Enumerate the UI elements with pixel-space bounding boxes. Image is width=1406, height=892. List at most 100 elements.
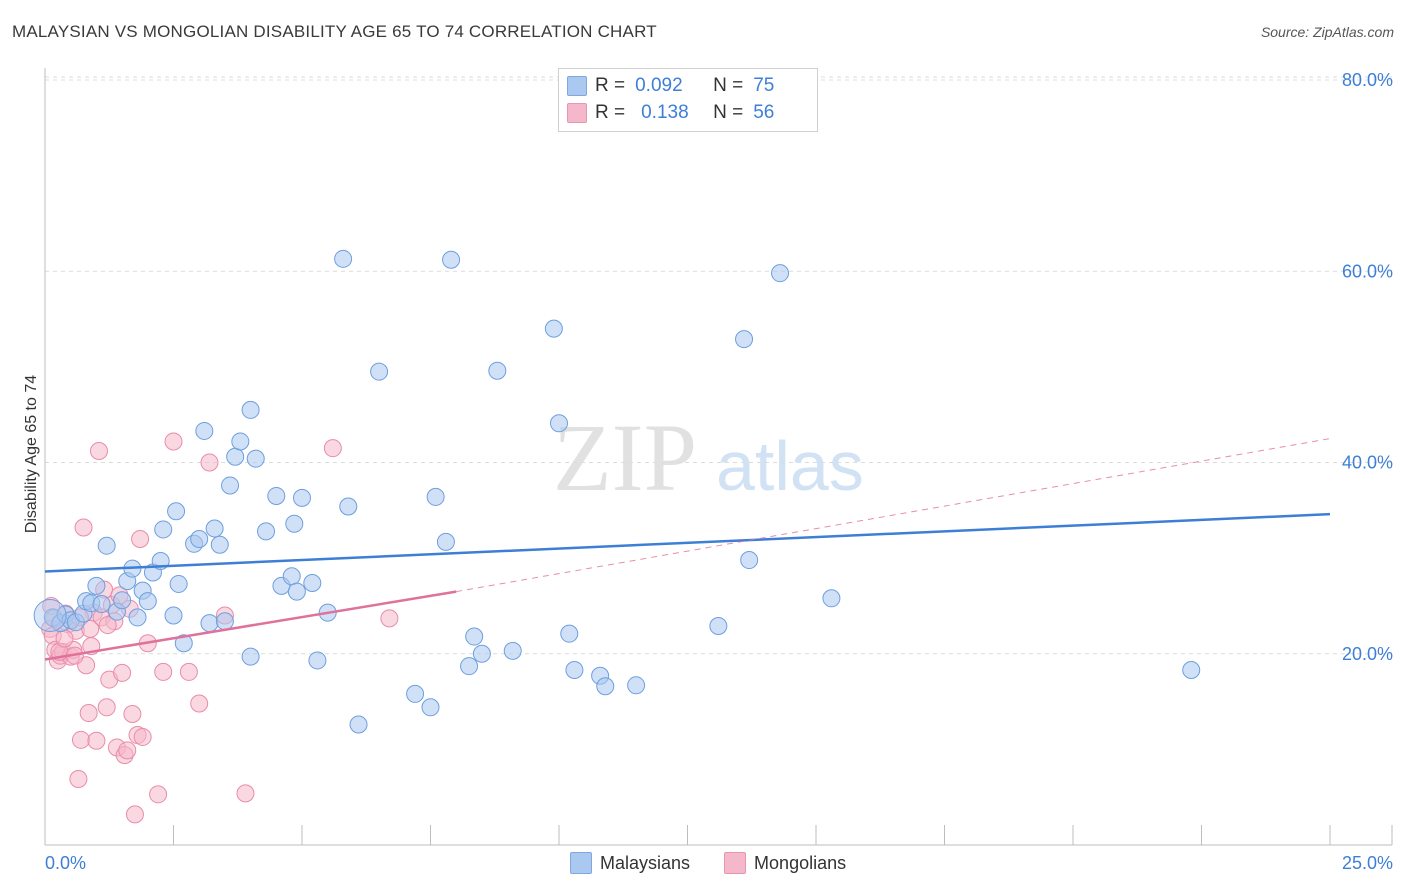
malaysians-point xyxy=(308,651,327,670)
malaysians-point xyxy=(550,414,568,433)
mongolians-point xyxy=(97,698,116,717)
x-tick-label: 0.0% xyxy=(45,853,86,873)
swatch-mongolians xyxy=(567,103,587,123)
malaysians-point xyxy=(709,617,728,636)
malaysians-point xyxy=(303,573,322,592)
malaysians-point xyxy=(282,567,301,586)
malaysians-point xyxy=(349,715,368,734)
malaysians-point xyxy=(339,497,358,516)
malaysians-point xyxy=(285,514,304,533)
malaysians-point xyxy=(565,661,584,680)
swatch-malaysians xyxy=(567,76,587,96)
chart-title: MALAYSIAN VS MONGOLIAN DISABILITY AGE 65… xyxy=(12,22,657,41)
malaysians-point xyxy=(200,614,219,633)
mongolians-point xyxy=(154,662,173,681)
mongolians-point xyxy=(123,704,142,723)
mongolians-point xyxy=(55,629,74,648)
watermark-zip: ZIP xyxy=(553,404,697,511)
trendline-mongolians xyxy=(456,438,1331,593)
mongolians-point xyxy=(133,727,152,746)
malaysians-point xyxy=(257,522,276,541)
y-tick-label: 40.0% xyxy=(1342,453,1393,473)
legend-item-malaysians: Malaysians xyxy=(570,852,690,874)
r-label: R = xyxy=(595,102,626,123)
stats-legend: R = 0.092 N = 75 R = 0.138 N = 56 xyxy=(558,68,818,132)
y-tick-label: 80.0% xyxy=(1342,70,1393,90)
series-legend: Malaysians Mongolians xyxy=(570,852,846,874)
mongolians-point xyxy=(380,609,399,628)
grid-lines xyxy=(45,76,1392,655)
malaysians-point xyxy=(334,249,353,268)
mongolians-point xyxy=(179,662,198,681)
malaysians-point xyxy=(241,647,260,666)
watermark: ZIP atlas xyxy=(553,404,864,511)
malaysians-point xyxy=(436,532,455,551)
legend-swatch-mongolians xyxy=(724,852,747,874)
malaysians-point xyxy=(97,536,116,555)
malaysians-point xyxy=(627,676,646,695)
source-label: Source: ZipAtlas.com xyxy=(1260,24,1394,40)
mongolians-point xyxy=(89,442,108,461)
legend-swatch-malaysians xyxy=(570,852,592,874)
trend-lines xyxy=(44,438,1331,661)
mongolians-point xyxy=(236,784,255,803)
malaysians-point xyxy=(138,592,157,611)
malaysians-point xyxy=(560,624,579,643)
malaysians-point xyxy=(503,641,522,660)
malaysians-point xyxy=(246,449,265,468)
malaysians-point xyxy=(267,486,286,505)
malaysians-point xyxy=(421,698,440,717)
malaysians-point xyxy=(488,361,507,380)
trendline-mongolians xyxy=(44,590,457,661)
trendline-malaysians xyxy=(44,512,1331,573)
malaysians-point xyxy=(771,264,790,283)
r-label: R = xyxy=(595,75,626,96)
malaysians-point xyxy=(231,432,250,451)
n-value: 75 xyxy=(753,75,775,96)
malaysians-point xyxy=(205,519,224,538)
mongolians-point xyxy=(190,694,209,713)
malaysians-point xyxy=(154,520,173,539)
axes xyxy=(44,68,1393,846)
malaysians-point xyxy=(544,319,563,338)
malaysians-point xyxy=(426,487,445,506)
mongolians-point xyxy=(74,518,93,537)
tick-labels: 20.0% 40.0% 60.0% 80.0% 0.0% 25.0% xyxy=(45,70,1393,873)
malaysians-point xyxy=(460,657,479,676)
malaysians-point xyxy=(370,362,389,381)
watermark-atlas: atlas xyxy=(716,427,864,505)
malaysians-point xyxy=(169,574,188,593)
x-tick-label: 25.0% xyxy=(1342,853,1393,873)
malaysians-point xyxy=(174,634,193,653)
malaysians-point xyxy=(195,421,214,440)
mongolians-point xyxy=(69,770,88,789)
mongolians-point xyxy=(125,805,144,824)
malaysians-point xyxy=(113,591,132,610)
malaysians-point xyxy=(472,644,491,663)
malaysians-point xyxy=(92,595,111,614)
malaysians-point xyxy=(442,250,461,269)
malaysians-point xyxy=(241,400,260,419)
mongolians-point xyxy=(323,439,342,458)
legend-item-mongolians: Mongolians xyxy=(724,852,846,874)
legend-label-malaysians: Malaysians xyxy=(600,852,691,873)
n-label: N = xyxy=(713,75,744,96)
malaysians-point xyxy=(221,476,240,495)
stats-row-malaysians: R = 0.092 N = 75 xyxy=(567,75,775,97)
mongolians-point xyxy=(113,663,132,682)
stats-row-mongolians: R = 0.138 N = 56 xyxy=(567,102,774,124)
malaysians-points xyxy=(33,249,1201,734)
malaysians-point xyxy=(33,599,67,632)
malaysians-point xyxy=(215,612,234,631)
mongolians-point xyxy=(79,704,98,723)
malaysians-point xyxy=(167,502,186,521)
malaysians-point xyxy=(465,627,484,646)
malaysians-point xyxy=(406,684,425,703)
mongolians-point xyxy=(71,730,90,749)
malaysians-point xyxy=(1182,661,1201,680)
mongolians-point xyxy=(118,741,137,760)
mongolians-point xyxy=(87,731,106,750)
malaysians-point xyxy=(740,551,759,570)
malaysians-point xyxy=(596,677,615,696)
